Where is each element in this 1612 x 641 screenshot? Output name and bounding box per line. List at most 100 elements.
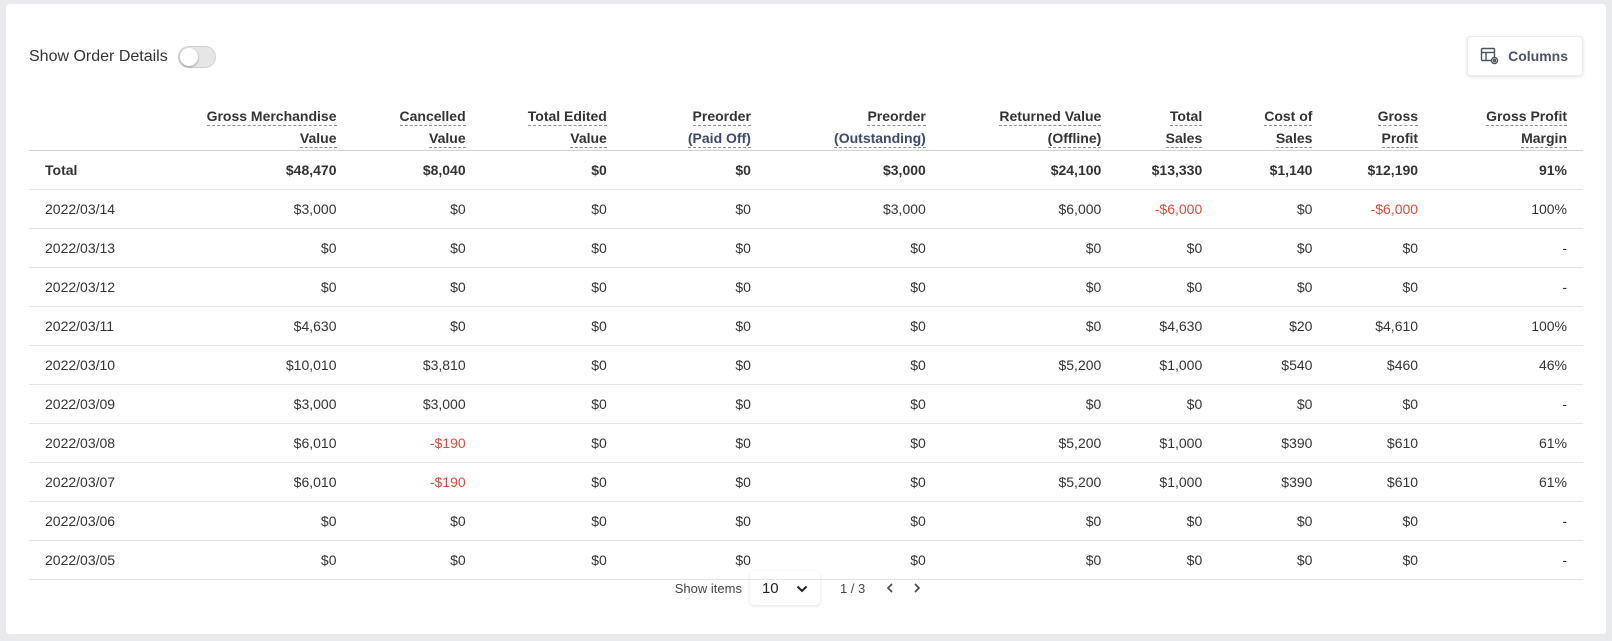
table-cell: $0 bbox=[131, 228, 353, 268]
column-header[interactable]: Gross Profit bbox=[1328, 92, 1435, 151]
row-label: 2022/03/09 bbox=[29, 384, 132, 424]
table-cell: $0 bbox=[1328, 267, 1435, 307]
table-cell: $48,470 bbox=[131, 150, 353, 190]
table-cell: $0 bbox=[622, 150, 767, 190]
column-header-line: Cancelled bbox=[399, 108, 466, 126]
table-cell: $0 bbox=[1328, 540, 1435, 580]
table-cell: $0 bbox=[1117, 228, 1219, 268]
table-cell: $5,200 bbox=[941, 423, 1118, 463]
column-header-line: (Paid Off) bbox=[687, 130, 751, 148]
table-cell: $3,810 bbox=[352, 345, 482, 385]
page-size-select[interactable]: 10 bbox=[750, 571, 820, 605]
column-header-text: Returned Value (Offline) bbox=[999, 107, 1102, 150]
order-details-toggle[interactable] bbox=[177, 46, 216, 68]
column-header[interactable]: Preorder (Paid Off) bbox=[622, 92, 767, 151]
table-cell: $0 bbox=[481, 306, 623, 346]
table-cell: $0 bbox=[622, 384, 767, 424]
column-header[interactable]: Gross Profit Margin bbox=[1434, 92, 1583, 151]
column-header-line: Gross bbox=[1377, 108, 1419, 126]
table-cell: $0 bbox=[481, 228, 623, 268]
table-cell: $3,000 bbox=[131, 189, 353, 229]
column-header[interactable]: Returned Value (Offline) bbox=[941, 92, 1118, 151]
table-cell: $0 bbox=[622, 501, 767, 541]
table-cell: $0 bbox=[481, 423, 623, 463]
table-cell: - bbox=[1434, 540, 1583, 580]
table-cell: $0 bbox=[941, 306, 1118, 346]
column-header-line: Total Edited bbox=[527, 108, 607, 126]
table-cell: $0 bbox=[941, 501, 1118, 541]
table-cell: $0 bbox=[1218, 501, 1329, 541]
table-cell: - bbox=[1434, 267, 1583, 307]
table-cell: $0 bbox=[481, 384, 623, 424]
table-cell: -$190 bbox=[352, 423, 482, 463]
row-label: 2022/03/10 bbox=[29, 345, 132, 385]
row-label: 2022/03/11 bbox=[29, 306, 132, 346]
table-cell: $540 bbox=[1218, 345, 1329, 385]
column-header[interactable]: Preorder (Outstanding) bbox=[766, 92, 942, 151]
row-label: 2022/03/08 bbox=[29, 423, 132, 463]
table-cell: $0 bbox=[481, 150, 623, 190]
next-page-button[interactable] bbox=[910, 583, 924, 593]
table-cell: $0 bbox=[941, 228, 1118, 268]
column-header-text: Cost of Sales bbox=[1264, 107, 1313, 150]
table-cell: $1,140 bbox=[1218, 150, 1329, 190]
table-cell: $1,000 bbox=[1117, 345, 1219, 385]
table-cell: $0 bbox=[352, 228, 482, 268]
table-cell: $0 bbox=[766, 462, 942, 502]
prev-page-button[interactable] bbox=[883, 583, 897, 593]
column-header-text: Gross Merchandise Value bbox=[206, 107, 337, 150]
table-cell: $0 bbox=[766, 501, 942, 541]
table-cell: $0 bbox=[352, 501, 482, 541]
table-cell: $0 bbox=[1218, 384, 1329, 424]
column-header-line: Total bbox=[1169, 108, 1203, 126]
row-label: 2022/03/12 bbox=[29, 267, 132, 307]
table-cell: $610 bbox=[1328, 423, 1435, 463]
column-header-line: Sales bbox=[1275, 130, 1313, 148]
table-cell: $0 bbox=[941, 540, 1118, 580]
table-cell: $24,100 bbox=[941, 150, 1118, 190]
table-cell: 91% bbox=[1434, 150, 1583, 190]
column-header[interactable]: Gross Merchandise Value bbox=[131, 92, 353, 151]
column-header-line: Returned Value bbox=[999, 108, 1102, 126]
table-cell: $0 bbox=[766, 423, 942, 463]
table-cell: $0 bbox=[1117, 540, 1219, 580]
column-header[interactable]: Total Sales bbox=[1117, 92, 1219, 151]
row-label: Total bbox=[29, 150, 132, 190]
column-header-line: Gross Merchandise bbox=[206, 108, 337, 126]
table-cell: $0 bbox=[941, 267, 1118, 307]
table-cell: $0 bbox=[481, 345, 623, 385]
table-cell: $610 bbox=[1328, 462, 1435, 502]
table-row: 2022/03/13 $0 $0 $0 $0 $0 $0 $0 $0 $0- bbox=[29, 228, 1583, 268]
column-header-text: Gross Profit Margin bbox=[1486, 107, 1567, 150]
page-info: 1 / 3 bbox=[839, 580, 866, 596]
table-cell: -$6,000 bbox=[1117, 189, 1219, 229]
table-cell: $0 bbox=[622, 267, 767, 307]
table-row: 2022/03/07 $6,010 -$190 $0 $0 $0 $5,200 $1,000 $… bbox=[29, 462, 1583, 502]
table-cell: 61% bbox=[1434, 462, 1583, 502]
table-row: 2022/03/11 $4,630 $0 $0 $0 $0 $0 $4,630 $20 $4,61… bbox=[29, 306, 1583, 346]
table-cell: $0 bbox=[481, 189, 623, 229]
column-header[interactable]: Cancelled Value bbox=[352, 92, 482, 151]
table-cell: $0 bbox=[481, 267, 623, 307]
table-cell: $0 bbox=[1117, 501, 1219, 541]
table-cell: $0 bbox=[622, 345, 767, 385]
chevron-right-icon bbox=[914, 583, 921, 593]
table-cell: $5,200 bbox=[941, 345, 1118, 385]
column-header-line: (Outstanding) bbox=[834, 130, 926, 148]
chevron-left-icon bbox=[887, 583, 893, 593]
table-body: Total $48,470 $8,040 $0 $0 $3,000 $24,100 $13,3… bbox=[29, 150, 1583, 580]
column-header[interactable]: Cost of Sales bbox=[1218, 92, 1329, 151]
table-cell: $0 bbox=[1218, 189, 1329, 229]
table-row: 2022/03/06 $0 $0 $0 $0 $0 $0 $0 $0 $0- bbox=[29, 501, 1583, 541]
table-row: 2022/03/08 $6,010 -$190 $0 $0 $0 $5,200 $1,000 $… bbox=[29, 423, 1583, 463]
column-header-line: Value bbox=[429, 130, 466, 148]
table-cell: $0 bbox=[766, 306, 942, 346]
table-cell: $0 bbox=[131, 501, 353, 541]
column-header[interactable]: Total Edited Value bbox=[481, 92, 623, 151]
columns-button[interactable]: Columns bbox=[1467, 36, 1583, 76]
table-cell: $0 bbox=[622, 423, 767, 463]
table-cell: $0 bbox=[481, 501, 623, 541]
table-cell: $8,040 bbox=[352, 150, 482, 190]
column-header-line: Value bbox=[570, 130, 607, 148]
column-header-line: Preorder bbox=[867, 108, 926, 126]
